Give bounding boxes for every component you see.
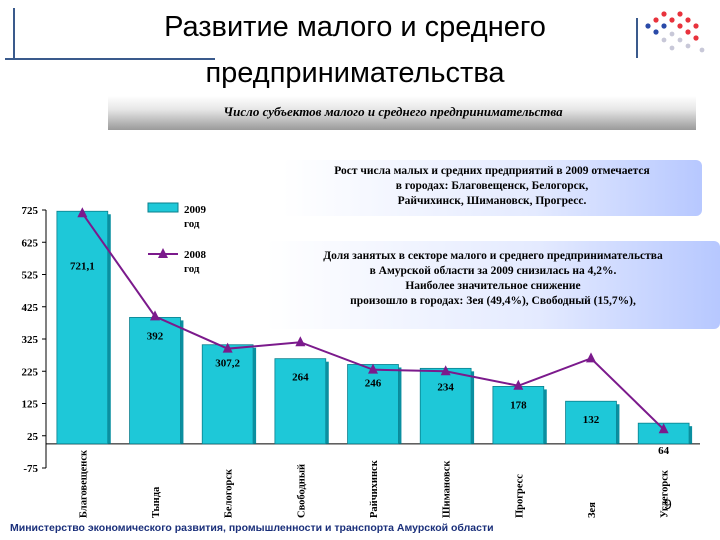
x-category-label: Благовещенск: [78, 449, 89, 518]
bar-value-label: 64: [658, 445, 670, 457]
bar-value-label: 246: [365, 377, 382, 389]
legend-label-2008: 2008: [184, 249, 207, 261]
y-tick-label: 625: [22, 237, 39, 249]
y-tick-label: 225: [22, 366, 39, 378]
line-marker: [658, 423, 669, 434]
line-marker: [586, 352, 596, 363]
x-category-label: Тында: [151, 486, 162, 518]
decorative-line: [5, 58, 215, 60]
bar-value-label: 234: [437, 381, 454, 393]
bar-value-label: 264: [292, 372, 309, 384]
bar: [419, 367, 472, 445]
x-category-label: Прогресс: [514, 474, 525, 518]
subtitle-banner: [108, 96, 696, 130]
line-marker: [150, 310, 160, 321]
bar: [274, 358, 327, 445]
bar-shadow: [180, 320, 184, 444]
y-tick-label: 125: [22, 399, 39, 411]
line-marker: [222, 342, 233, 353]
x-category-label: Зея: [587, 502, 598, 518]
y-tick-label: -75: [23, 463, 38, 475]
bar-value-label: 721,1: [70, 260, 95, 272]
line-marker: [513, 379, 524, 390]
bar: [565, 400, 617, 445]
legend-label-2009: 2009: [184, 204, 207, 216]
callout-line: произошло в городах: Зея (49,4%), Свобод…: [350, 295, 636, 307]
page-title: Развитие малого и среднего предпринимате…: [120, 4, 590, 96]
bar-shadow: [107, 214, 111, 444]
y-tick-label: 425: [22, 302, 39, 314]
line-marker: [440, 365, 451, 376]
line-marker: [77, 207, 88, 218]
y-tick-label: 325: [22, 334, 39, 346]
bar-shadow: [325, 361, 329, 444]
title-line: предпринимательства: [205, 57, 505, 89]
x-category-label: Белогорск: [224, 468, 235, 518]
callout-line: Райчихинск, Шимановск, Прогресс.: [397, 195, 587, 207]
bar-value-label: 392: [147, 330, 164, 342]
decorative-line: [13, 8, 15, 58]
legend-marker-2008: [158, 248, 168, 258]
callout-line: Рост числа малых и средних предприятий в…: [334, 165, 650, 177]
bar: [129, 316, 181, 445]
bar: [201, 344, 254, 445]
callout-line: Доля занятых в секторе малого и среднего…: [323, 250, 663, 262]
bar-shadow: [253, 347, 257, 444]
x-category-label: Райчихинск: [369, 459, 380, 518]
callout-line: Наиболее значительное снижение: [405, 280, 581, 292]
bar-value-label: 178: [510, 399, 527, 411]
x-category-label: Углегорск: [660, 469, 671, 518]
bar: [492, 386, 545, 445]
line-marker: [295, 336, 306, 347]
bar-value-label: 132: [583, 414, 600, 426]
y-tick-label: 25: [27, 431, 39, 443]
page-number: 9: [664, 496, 672, 512]
decorative-line: [636, 18, 638, 58]
legend-swatch-2009: [147, 202, 179, 213]
callout-growth: Рост числа малых и средних предприятий в…: [282, 160, 702, 216]
chart-subtitle: Число субъектов малого и среднего предпр…: [223, 104, 563, 119]
footer-text: Министерство экономического развития, пр…: [10, 522, 494, 534]
callout-employment: Доля занятых в секторе малого и среднего…: [266, 241, 720, 329]
bar: [56, 210, 109, 445]
y-tick-label: 725: [22, 205, 39, 217]
y-tick-label: 525: [22, 270, 39, 282]
bar: [347, 364, 399, 445]
bar-shadow: [471, 371, 475, 444]
legend-label-2009-unit: год: [184, 218, 200, 230]
title-line: Развитие малого и среднего: [164, 11, 546, 43]
callout-line: в городах: Благовещенск, Белогорск,: [395, 180, 589, 192]
bar-shadow: [398, 367, 402, 444]
callout-line: в Амурской области за 2009 снизилась на …: [369, 265, 617, 277]
bar-shadow: [543, 389, 547, 444]
line-marker: [368, 363, 378, 374]
bar-shadow: [689, 426, 693, 444]
x-category-label: Шимановск: [442, 460, 453, 518]
bar-shadow: [616, 404, 620, 444]
legend-label-2008-unit: год: [184, 263, 200, 275]
dots-logo-icon: [645, 11, 705, 53]
x-category-label: Свободный: [296, 464, 307, 518]
bar-value-label: 307,2: [215, 358, 240, 370]
